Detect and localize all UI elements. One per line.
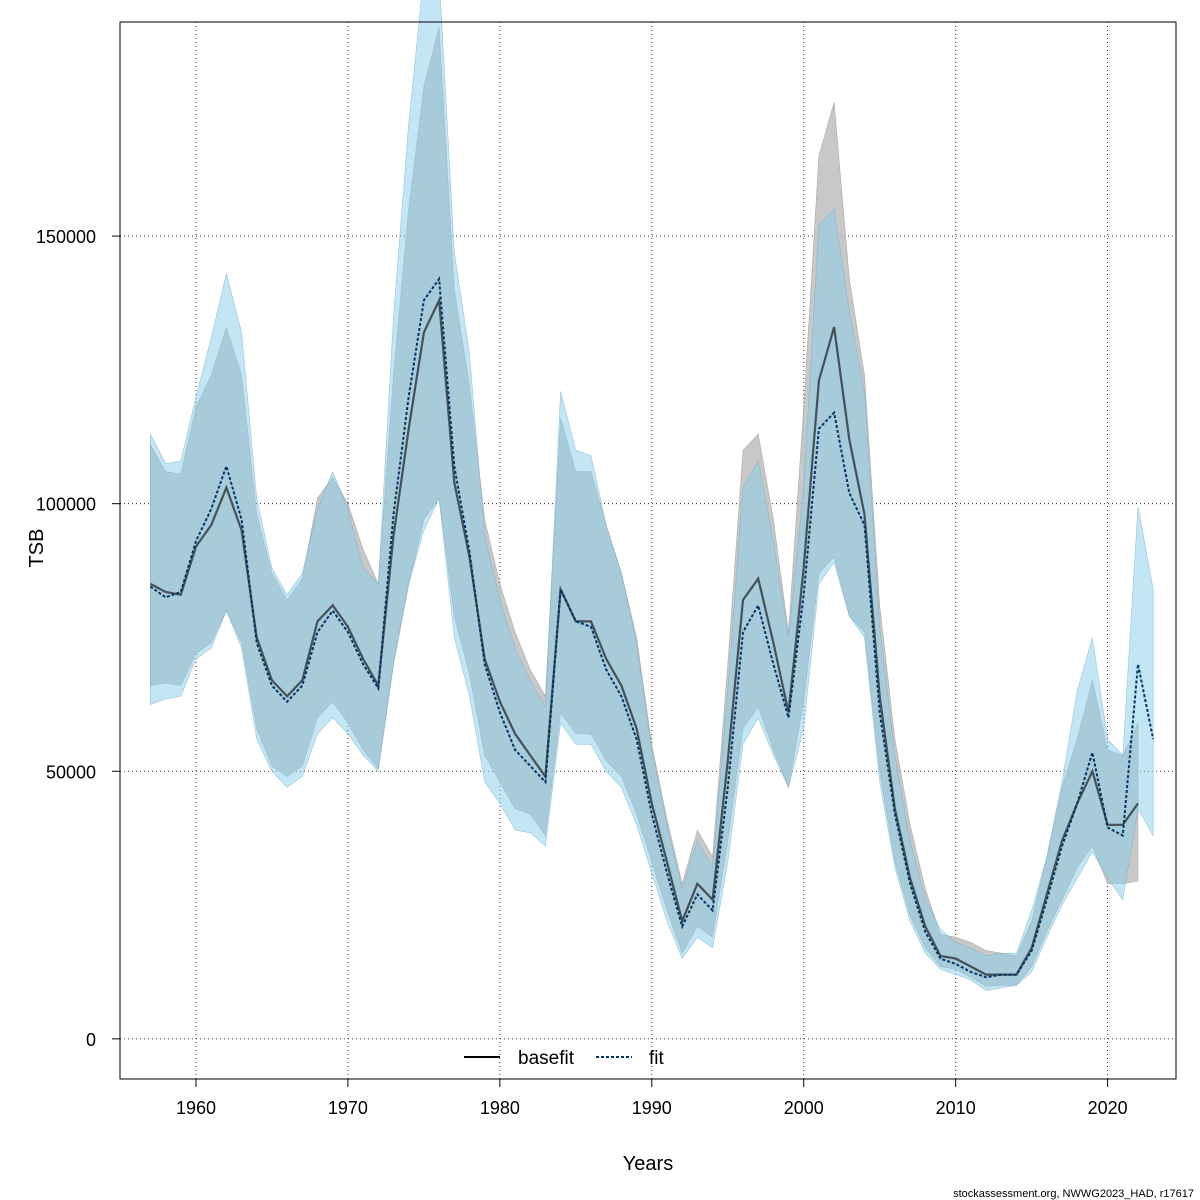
x-tick-label: 1960 <box>176 1098 216 1118</box>
x-tick-label: 1980 <box>480 1098 520 1118</box>
y-tick-label: 100000 <box>36 495 96 515</box>
y-tick-label: 150000 <box>36 227 96 247</box>
x-tick-label: 2010 <box>936 1098 976 1118</box>
confidence-bands <box>150 0 1154 992</box>
credit-text: stockassessment.org, NWWG2023_HAD, r1761… <box>953 1188 1194 1200</box>
x-tick-label: 1970 <box>328 1098 368 1118</box>
x-axis-title: Years <box>623 1153 673 1175</box>
legend: basefit fit <box>464 1048 665 1069</box>
series-line-basefit <box>149 296 1139 976</box>
x-tick-label: 1990 <box>632 1098 672 1118</box>
legend-label-basefit: basefit <box>518 1048 575 1069</box>
x-axis: 1960 1970 1980 1990 2000 2010 2020 <box>176 1078 1128 1118</box>
series-line-fit <box>149 276 1155 979</box>
x-tick-label: 2000 <box>784 1098 824 1118</box>
y-axis-title: TSB <box>26 529 48 568</box>
series-lines <box>149 276 1155 979</box>
y-axis: 0 50000 100000 150000 <box>36 227 121 1050</box>
confidence-band-fit <box>150 0 1154 992</box>
x-tick-label: 2020 <box>1088 1098 1128 1118</box>
y-tick-label: 0 <box>86 1030 96 1050</box>
y-tick-label: 50000 <box>46 762 96 782</box>
legend-label-fit: fit <box>649 1048 665 1069</box>
